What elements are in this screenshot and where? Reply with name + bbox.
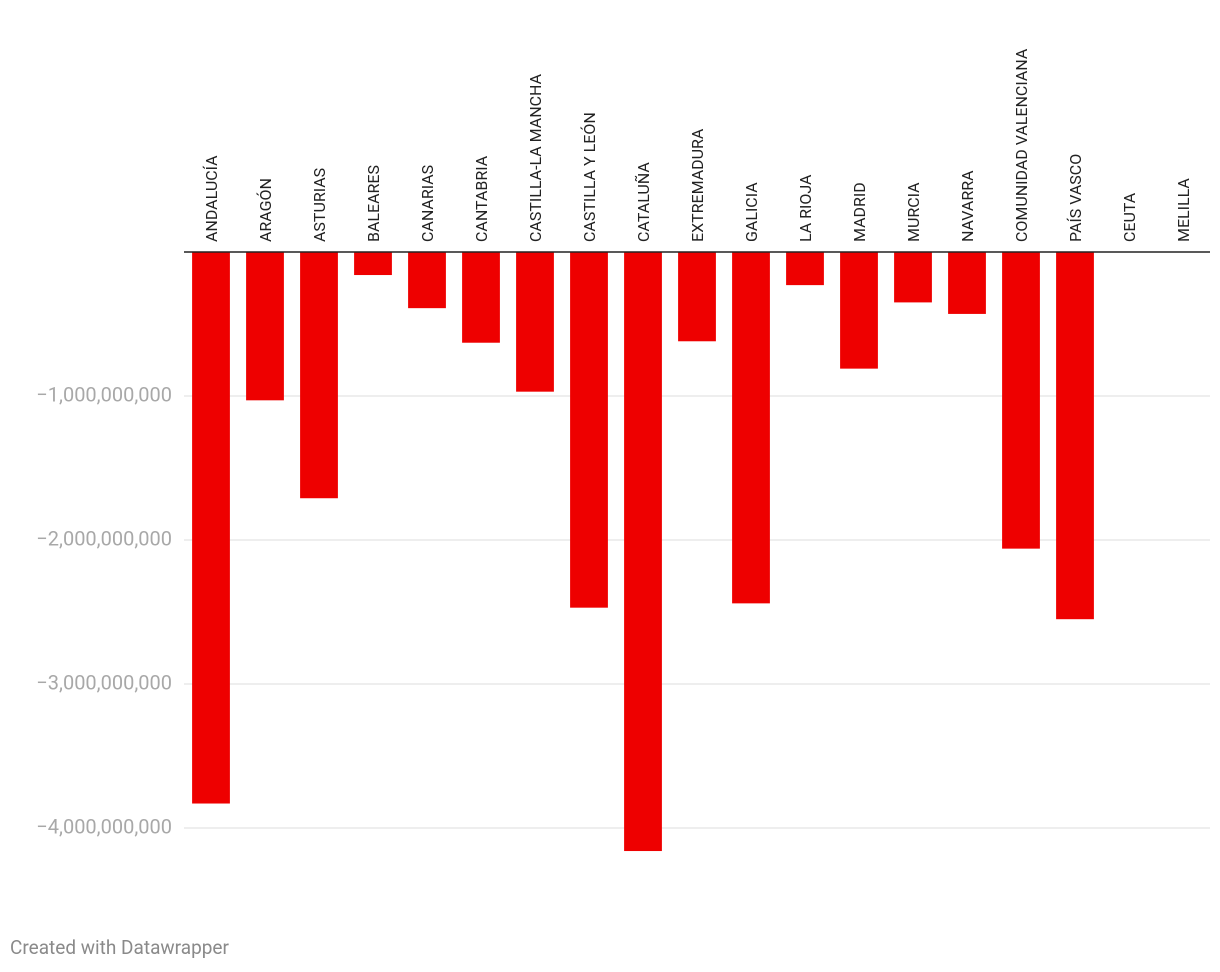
bar [354, 252, 392, 276]
x-tick-label: PAÍS VASCO [1066, 154, 1085, 242]
x-tick-label: CASTILLA Y LEÓN [579, 112, 599, 242]
x-tick-label: EXTREMADURA [688, 128, 707, 242]
bar [300, 252, 338, 499]
bar [1056, 252, 1094, 620]
bar [408, 252, 446, 309]
x-tick-label: ARAGÓN [255, 178, 275, 242]
x-tick-label: CANARIAS [418, 165, 437, 242]
bar [246, 252, 284, 401]
y-tick-label: −2,000,000,000 [36, 526, 172, 550]
x-tick-label: GALICIA [742, 182, 761, 242]
bar [948, 252, 986, 314]
x-tick-label: BALEARES [364, 165, 383, 242]
bar [624, 252, 662, 852]
y-tick-label: −4,000,000,000 [36, 814, 172, 838]
bar [786, 252, 824, 286]
bar [570, 252, 608, 608]
x-tick-label: CEUTA [1120, 192, 1139, 242]
credit: Created with Datawrapper [10, 936, 229, 959]
bar [1002, 252, 1040, 549]
y-tick-label: −1,000,000,000 [36, 382, 172, 406]
bar [192, 252, 230, 804]
y-tick-label: −3,000,000,000 [36, 670, 172, 694]
x-tick-label: ANDALUCÍA [202, 155, 221, 242]
x-tick-label: CANTABRIA [472, 155, 491, 242]
bar [678, 252, 716, 342]
bar [894, 252, 932, 303]
x-tick-label: COMUNIDAD VALENCIANA [1012, 48, 1031, 242]
bar [516, 252, 554, 392]
x-tick-label: NAVARRA [958, 170, 977, 242]
x-tick-label: ASTURIAS [310, 168, 329, 242]
x-tick-label: LA RIOJA [796, 174, 815, 242]
bar [840, 252, 878, 369]
x-tick-label: MURCIA [904, 182, 923, 242]
bar [732, 252, 770, 604]
x-tick-label: CASTILLA-LA MANCHA [526, 73, 545, 242]
x-tick-label: CATALUÑA [633, 162, 653, 242]
x-tick-label: MADRID [850, 182, 869, 242]
x-tick-label: MELILLA [1174, 178, 1193, 242]
bar [462, 252, 500, 343]
